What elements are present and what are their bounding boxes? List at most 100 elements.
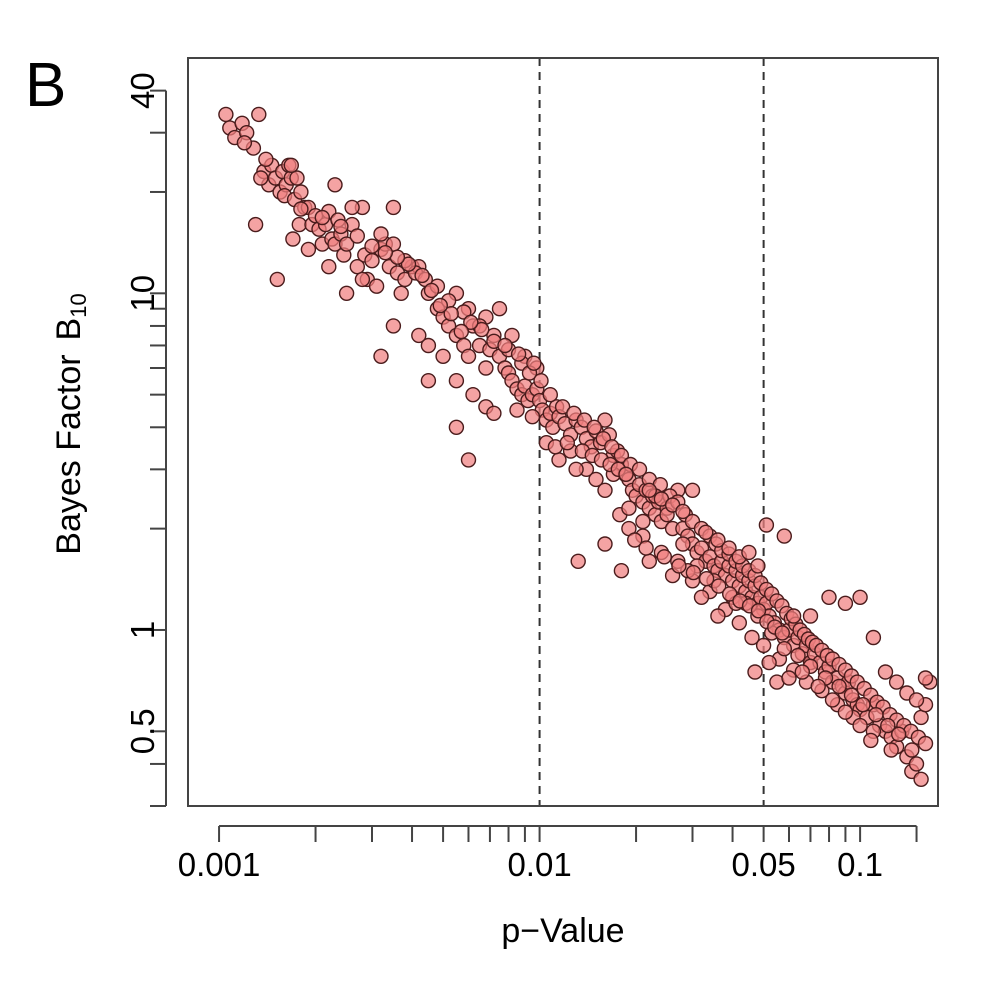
data-point [750,558,766,574]
data-point [883,742,899,758]
data-point [597,482,613,498]
data-point [218,106,234,123]
data-point [891,726,907,742]
x-tick-label: 0.05 [731,846,795,883]
data-point [373,348,389,364]
y-axis-title: Bayes Factor B10 [50,293,91,554]
data-point [675,536,691,552]
data-point [744,629,760,646]
y-axis: 40 10 1 0.5 [124,72,167,807]
data-point [368,278,385,294]
data-point [613,563,630,579]
data-point [698,571,715,587]
plot-area-frame [187,57,939,807]
data-point [802,608,819,624]
y-tick-label: 10 [124,275,161,312]
data-point [597,536,613,552]
data-point [684,482,701,498]
data-point [285,231,301,247]
data-point [852,717,868,734]
data-point [693,589,710,605]
data-point [420,337,437,354]
data-point [524,409,541,425]
data-point [251,106,267,123]
data-point [448,373,465,389]
data-point [414,267,430,284]
data-point [432,297,448,314]
data-point [568,461,584,477]
data-point [289,170,305,186]
data-point [785,608,802,624]
data-point [855,697,871,713]
data-point [453,323,469,340]
data-point [863,732,879,749]
data-point [533,373,549,389]
data-point [865,629,882,646]
data-point [510,346,527,362]
data-point [908,692,925,708]
data-point [586,419,602,435]
data-point [373,226,389,242]
data-point [551,452,567,468]
data-point [913,771,929,787]
data-point [385,199,402,216]
data-point [776,641,792,657]
data-point [711,578,727,594]
data-point [904,742,920,758]
data-point [354,271,371,288]
data-point [880,717,896,734]
data-point [509,402,525,418]
data-point [638,540,654,556]
data-point [333,218,349,235]
data-point [486,405,502,421]
data-point [656,549,672,565]
data-point [364,238,380,254]
data-point [423,282,440,299]
data-point [635,513,651,530]
data-point [641,553,657,569]
data-point [627,532,643,548]
data-point [314,209,330,226]
data-point [247,216,264,233]
data-point [852,589,868,605]
data-point [491,301,508,317]
data-point [291,216,307,233]
data-point [460,348,477,364]
data-point [460,452,477,468]
data-point [790,647,806,664]
data-point [908,756,925,772]
data-point [411,327,427,344]
data-point [474,321,490,338]
data-point [465,387,481,403]
data-point [913,709,929,726]
data-point [497,337,513,354]
data-point [253,170,269,186]
data-point [831,678,847,695]
data-point [258,151,274,168]
data-point [641,482,657,498]
data-point [283,157,299,174]
y-axis-title-symbol: B [50,318,88,341]
data-point [747,664,763,680]
data-point [755,637,772,654]
data-point [338,285,355,301]
data-point [478,360,494,376]
data-point [675,503,691,520]
x-tick-label: 0.1 [837,846,883,883]
data-point [710,608,726,624]
data-point [300,241,317,258]
y-axis-title-subscript: 10 [66,293,91,317]
data-point [776,528,792,544]
data-point [463,314,479,330]
panel-label: B [25,51,66,120]
data-point [761,654,777,671]
data-point [338,236,355,252]
data-point [888,674,905,690]
data-point [448,419,465,435]
data-point [393,285,409,301]
data-point [420,373,437,389]
y-axis-title-text: Bayes Factor [50,354,88,554]
data-point [344,199,360,216]
data-point [837,595,854,611]
